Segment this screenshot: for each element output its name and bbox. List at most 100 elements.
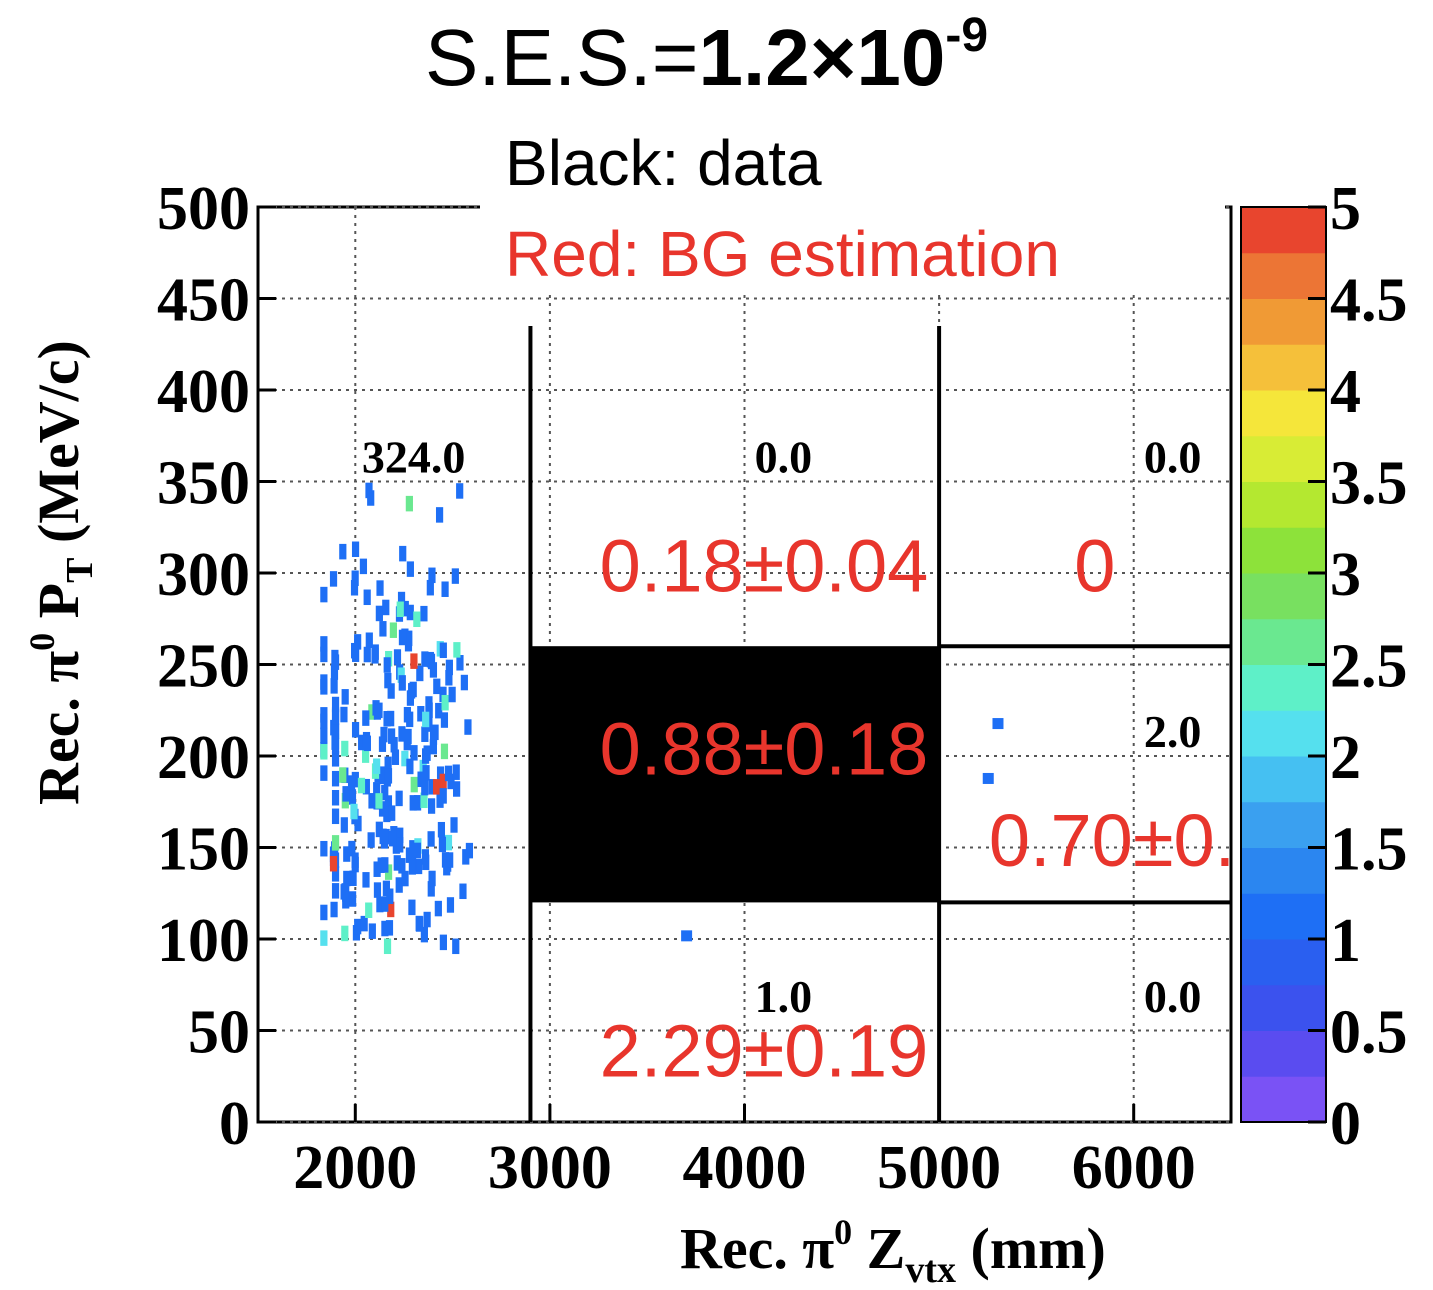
data-cell (415, 916, 424, 932)
legend-black-label: Black: data (505, 127, 822, 199)
y-tick-label: 400 (157, 358, 250, 426)
data-cell (452, 938, 460, 955)
colorbar-tick-label: 1 (1330, 907, 1361, 975)
data-cell (408, 899, 416, 916)
data-cell (448, 686, 456, 703)
data-cell (447, 773, 455, 790)
data-cell (381, 920, 389, 937)
data-cell (373, 861, 381, 877)
data-cell (339, 543, 347, 560)
data-cell (437, 821, 446, 838)
data-cell (453, 642, 461, 658)
data-cell (349, 870, 357, 886)
data-cell (409, 795, 417, 811)
data-cell (410, 745, 418, 761)
data-cell (420, 926, 428, 943)
data-cell (435, 702, 443, 719)
region-count-lower-middle: 1.0 (755, 971, 813, 1022)
data-cell (350, 580, 359, 596)
data-cell (320, 840, 328, 857)
data-cell (320, 586, 328, 603)
signal-box (530, 646, 940, 903)
data-cell (426, 651, 434, 668)
colorbar-swatch (1241, 252, 1326, 299)
data-cell (450, 817, 458, 833)
data-cell (413, 611, 421, 628)
colorbar-tick-label: 5 (1330, 175, 1361, 243)
data-cell (441, 581, 449, 597)
data-cell (445, 670, 453, 686)
data-cell (441, 852, 450, 868)
data-cell (389, 622, 398, 638)
data-cell (331, 709, 340, 725)
colorbar-swatch (1241, 207, 1326, 254)
data-cell (382, 599, 390, 616)
data-cell (373, 758, 381, 774)
data-cell (348, 891, 357, 907)
data-cell (320, 674, 328, 690)
data-cell (363, 646, 371, 663)
data-cell (395, 877, 403, 893)
data-cell (350, 803, 358, 820)
data-cell (439, 773, 447, 790)
data-cell (441, 694, 449, 711)
data-cell (438, 836, 446, 853)
data-cell (393, 855, 401, 871)
data-cell (347, 775, 356, 791)
data-cell (320, 744, 328, 760)
data-cell (396, 837, 404, 853)
data-cell (387, 710, 395, 727)
data-cell (403, 706, 411, 723)
data-cell (415, 858, 423, 875)
x-tick-label: 2000 (293, 1134, 417, 1202)
data-cell (429, 662, 438, 678)
colorbar-tick-label: 2.5 (1330, 633, 1408, 701)
data-cell (341, 689, 349, 705)
colorbar-swatch (1241, 390, 1326, 437)
data-cell (459, 883, 467, 900)
data-cell (383, 806, 391, 823)
data-cell (410, 776, 418, 793)
data-cell (383, 657, 391, 673)
data-cell (391, 749, 400, 765)
region-estimate-lower-middle: 2.29±0.19 (600, 1009, 929, 1092)
data-cell (404, 728, 412, 745)
data-cell (357, 777, 366, 794)
data-cell (395, 790, 403, 807)
y-tick-label: 500 (157, 175, 250, 243)
data-cell (384, 795, 393, 811)
region-count-upper-right: 0.0 (1144, 431, 1202, 482)
data-cell (439, 788, 447, 804)
legend-background (480, 185, 1225, 295)
data-cell (433, 678, 441, 695)
data-cell (444, 765, 453, 782)
data-cell (451, 568, 459, 584)
data-cell (429, 729, 438, 745)
data-cell (331, 696, 340, 713)
data-cell (421, 779, 429, 796)
data-cell (320, 930, 328, 946)
data-cell (398, 726, 406, 742)
data-cell (329, 571, 338, 587)
data-cell (351, 721, 360, 738)
data-cell (339, 767, 347, 783)
data-cells (320, 482, 1004, 955)
data-cell (383, 938, 392, 955)
data-cell (388, 728, 396, 744)
data-cell (362, 778, 370, 795)
data-cell (331, 737, 340, 754)
data-cell (425, 696, 433, 712)
data-cell (340, 706, 348, 723)
data-cell (373, 704, 382, 720)
colorbar-swatch (1241, 618, 1326, 665)
data-cell (320, 646, 328, 663)
data-cell (342, 893, 350, 909)
data-cell (434, 900, 442, 917)
data-cell (329, 855, 338, 872)
data-cell (406, 604, 414, 621)
data-cell (378, 768, 386, 785)
data-cell (413, 795, 422, 811)
data-cell (423, 911, 431, 928)
y-tick-label: 450 (157, 267, 250, 335)
data-cell (368, 704, 376, 720)
